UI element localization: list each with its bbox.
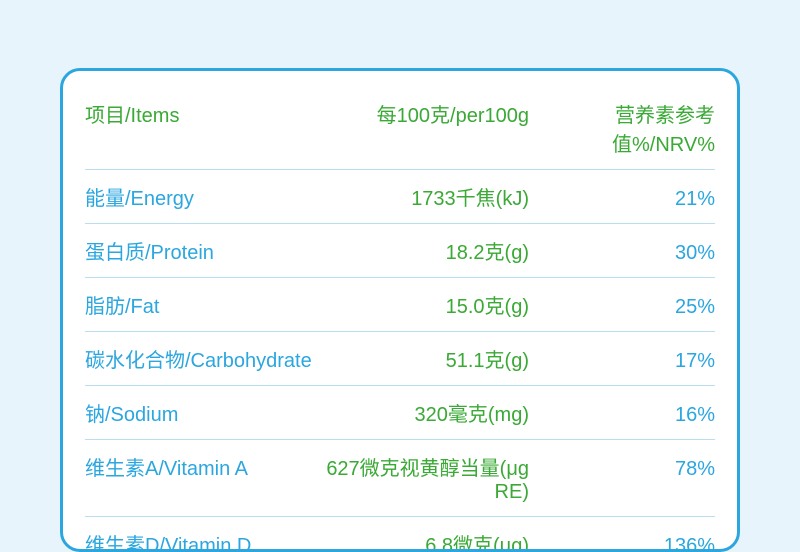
cell-nrv: 78% <box>545 458 715 481</box>
table-row: 碳水化合物/Carbohydrate51.1克(g)17% <box>85 332 715 386</box>
nutrition-table-panel: 项目/Items 每100克/per100g 营养素参考值%/NRV% 能量/E… <box>60 68 740 552</box>
cell-per100g: 1733千焦(kJ) <box>315 182 545 211</box>
header-nrv: 营养素参考值%/NRV% <box>545 99 715 157</box>
cell-per100g: 627微克视黄醇当量(μg RE) <box>315 452 545 504</box>
header-per100g: 每100克/per100g <box>315 99 545 128</box>
cell-per100g: 320毫克(mg) <box>315 398 545 427</box>
table-row: 维生素A/Vitamin A627微克视黄醇当量(μg RE)78% <box>85 440 715 517</box>
cell-item: 维生素D/Vitamin D <box>85 529 315 552</box>
table-row: 能量/Energy1733千焦(kJ)21% <box>85 170 715 224</box>
cell-per100g: 6.8微克(μg) <box>315 529 545 552</box>
cell-item: 脂肪/Fat <box>85 290 315 319</box>
cell-per100g: 18.2克(g) <box>315 236 545 265</box>
cell-nrv: 17% <box>545 350 715 373</box>
cell-item: 维生素A/Vitamin A <box>85 452 315 481</box>
table-row: 维生素D/Vitamin D6.8微克(μg)136% <box>85 517 715 552</box>
cell-per100g: 15.0克(g) <box>315 290 545 319</box>
table-row: 蛋白质/Protein18.2克(g)30% <box>85 224 715 278</box>
cell-item: 碳水化合物/Carbohydrate <box>85 344 315 373</box>
cell-nrv: 21% <box>545 188 715 211</box>
cell-item: 蛋白质/Protein <box>85 236 315 265</box>
table-rows-container: 能量/Energy1733千焦(kJ)21%蛋白质/Protein18.2克(g… <box>85 170 715 552</box>
header-items: 项目/Items <box>85 99 315 128</box>
cell-nrv: 136% <box>545 535 715 552</box>
cell-nrv: 16% <box>545 404 715 427</box>
table-header-row: 项目/Items 每100克/per100g 营养素参考值%/NRV% <box>85 99 715 170</box>
cell-item: 钠/Sodium <box>85 398 315 427</box>
cell-nrv: 25% <box>545 296 715 319</box>
cell-item: 能量/Energy <box>85 182 315 211</box>
cell-nrv: 30% <box>545 242 715 265</box>
cell-per100g: 51.1克(g) <box>315 344 545 373</box>
table-row: 钠/Sodium320毫克(mg)16% <box>85 386 715 440</box>
table-row: 脂肪/Fat15.0克(g)25% <box>85 278 715 332</box>
